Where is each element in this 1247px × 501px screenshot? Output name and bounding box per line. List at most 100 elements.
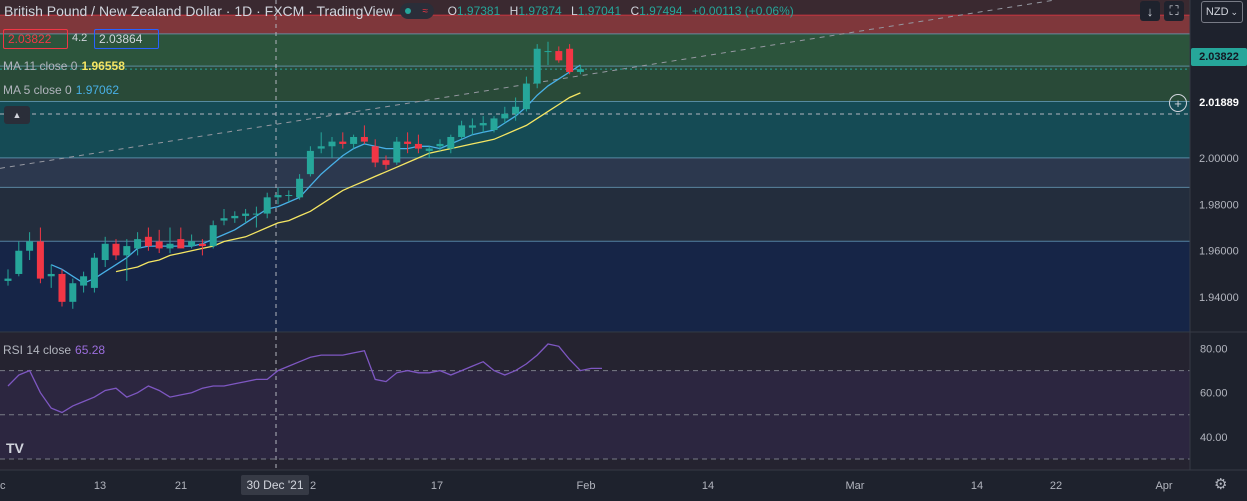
candle-body — [15, 250, 23, 274]
candle-body — [166, 243, 174, 249]
candle-body — [4, 278, 12, 281]
market-open-dot-icon — [405, 8, 412, 14]
time-tick-label: 14 — [971, 480, 983, 492]
candle-body — [360, 136, 368, 142]
low-value: 1.97041 — [577, 4, 622, 18]
price-zone — [0, 0, 1190, 16]
candle-body — [36, 241, 44, 279]
rsi-tick-label: 40.00 — [1200, 432, 1228, 444]
arrow-down-icon: ↓ — [1146, 3, 1154, 19]
symbol-title[interactable]: British Pound / New Zealand Dollar · 1D … — [4, 3, 394, 19]
rsi-tick-label: 80.00 — [1200, 343, 1228, 355]
candle-body — [155, 241, 163, 249]
rsi-label: RSI 14 close — [3, 343, 72, 357]
candle-body — [566, 48, 574, 72]
candle-body — [490, 118, 498, 131]
candle-body — [533, 48, 541, 84]
ma11-value: 1.96558 — [81, 59, 125, 73]
price-zone — [0, 187, 1190, 242]
open-value: 1.97381 — [456, 4, 501, 18]
candle-body — [382, 160, 390, 165]
high-key: H — [509, 4, 519, 18]
candle-body — [198, 243, 206, 247]
candle-body — [231, 215, 239, 219]
sell-price-button[interactable]: 2.03822 — [3, 29, 68, 49]
settings-gear-icon[interactable]: ⚙ — [1214, 476, 1228, 493]
candle-body — [576, 69, 584, 72]
low-key: L — [571, 4, 578, 18]
time-tick-label: Mar — [846, 480, 865, 492]
candle-body — [447, 136, 455, 149]
candle-body — [404, 141, 412, 144]
rsi-value: 65.28 — [75, 343, 106, 357]
candle-body — [134, 239, 142, 249]
price-zone — [0, 33, 1190, 67]
time-tick-label: 17 — [431, 480, 443, 492]
ma5-legend[interactable]: MA 5 close 0 1.97062 — [3, 83, 119, 97]
market-status-pill[interactable]: ≈ — [399, 3, 434, 19]
currency-label: NZD — [1205, 6, 1229, 18]
candle-body — [274, 195, 282, 198]
high-value: 1.97874 — [518, 4, 562, 18]
candle-body — [479, 123, 487, 126]
candle-body — [544, 51, 552, 53]
candle-body — [112, 243, 120, 256]
candle-body — [242, 213, 250, 216]
time-tick-label: Feb — [577, 480, 596, 492]
tradingview-logo-icon[interactable]: TV — [6, 440, 24, 456]
candle-body — [458, 125, 466, 137]
candle-body — [47, 273, 55, 277]
time-tick-label: 2 — [310, 480, 316, 492]
fullscreen-button[interactable]: ⛶ — [1164, 1, 1184, 21]
price-zone — [0, 157, 1190, 188]
ma5-label: MA 5 close 0 — [3, 83, 72, 97]
currency-select[interactable]: NZD ⌄ — [1201, 1, 1243, 23]
collapse-legend-button[interactable]: ▲ — [4, 106, 30, 124]
price-tick-label: 2.00000 — [1199, 153, 1239, 165]
add-alert-icon[interactable]: + — [1169, 94, 1187, 112]
price-zone — [0, 241, 1190, 332]
ma11-line — [115, 92, 581, 273]
candle-body — [317, 146, 325, 149]
scroll-to-latest-button[interactable]: ↓ — [1140, 1, 1160, 21]
candle-body — [123, 246, 131, 256]
candle-body — [69, 283, 77, 302]
candle-body — [296, 178, 304, 198]
time-tick-label: 21 — [175, 480, 187, 492]
candle-body — [436, 143, 444, 147]
candle-body — [306, 150, 314, 175]
spread-value: 4.2 — [72, 32, 88, 44]
time-tick-label: 14 — [702, 480, 714, 492]
ma5-value: 1.97062 — [75, 83, 120, 97]
candle-body — [393, 141, 401, 163]
price-tick-label: 1.98000 — [1199, 199, 1239, 211]
crosshair-price-tag: 2.01889 — [1191, 94, 1247, 112]
candle-body — [188, 241, 196, 247]
chevron-up-icon: ▲ — [12, 110, 22, 120]
candle-body — [80, 276, 88, 286]
candle-body — [371, 146, 379, 163]
candle-body — [522, 83, 530, 110]
candle-body — [425, 148, 433, 151]
candle-body — [101, 243, 109, 261]
crosshair-date-tag: 30 Dec '21 — [241, 475, 309, 495]
price-zone — [0, 15, 1190, 34]
candle-body — [555, 51, 563, 61]
time-tick-label: Apr — [1155, 480, 1172, 492]
candle-body — [26, 241, 34, 251]
candle-body — [468, 125, 476, 128]
ma11-legend[interactable]: MA 11 close 0 1.96558 — [3, 59, 125, 73]
candle-body — [252, 213, 260, 215]
time-tick-label: c — [0, 480, 6, 492]
rsi-line — [7, 343, 602, 414]
candle-body — [350, 136, 358, 144]
time-tick-label: 22 — [1050, 480, 1062, 492]
chart-header: British Pound / New Zealand Dollar · 1D … — [0, 0, 800, 22]
rsi-tick-label: 60.00 — [1200, 388, 1228, 400]
candle-body — [177, 239, 185, 249]
rsi-legend[interactable]: RSI 14 close 65.28 — [3, 343, 105, 357]
buy-price-button[interactable]: 2.03864 — [94, 29, 159, 49]
open-key: O — [447, 4, 457, 18]
